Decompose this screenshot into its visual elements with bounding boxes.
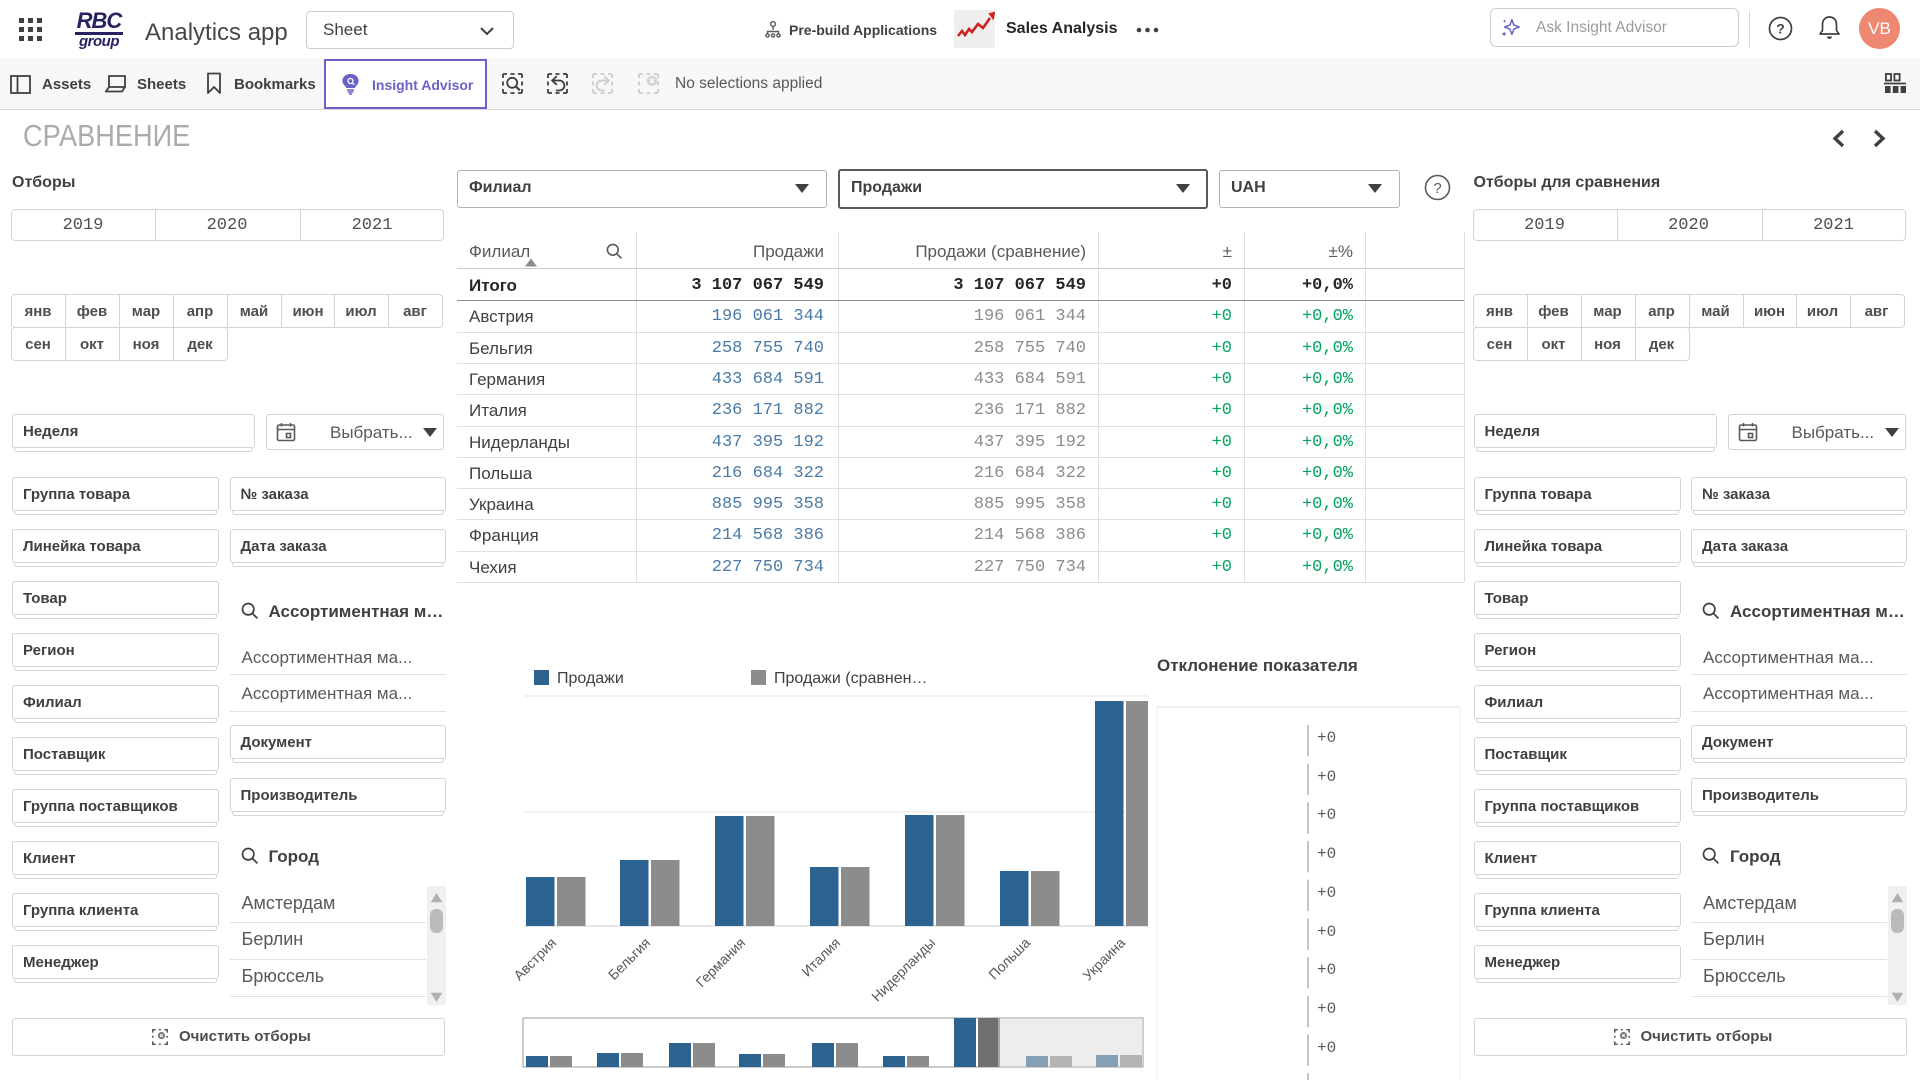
svg-text:Отклонение показателя: Отклонение показателя (1157, 656, 1358, 675)
svg-text:Нидерланды: Нидерланды (868, 934, 938, 1004)
svg-text:+0: +0 (1317, 845, 1336, 863)
svg-text:+0: +0 (1317, 806, 1336, 824)
svg-text:+0: +0 (1317, 961, 1336, 979)
svg-text:Италия: Италия (798, 934, 843, 979)
svg-text:+0: +0 (1317, 768, 1336, 786)
svg-text:+0: +0 (1317, 729, 1336, 747)
svg-text:Германия: Германия (693, 934, 749, 990)
svg-text:Продажи: Продажи (557, 670, 624, 687)
svg-text:Бельгия: Бельгия (605, 934, 653, 982)
svg-text:Украина: Украина (1079, 934, 1128, 983)
svg-text:Австрия: Австрия (510, 934, 559, 983)
svg-text:+0: +0 (1317, 884, 1336, 902)
svg-text:Польша: Польша (985, 934, 1033, 982)
svg-text:+0: +0 (1317, 1039, 1336, 1057)
svg-text:+0: +0 (1317, 923, 1336, 941)
svg-text:+0: +0 (1317, 1000, 1336, 1018)
svg-text:?: ? (1776, 21, 1785, 37)
svg-text:Продажи (сравнен…: Продажи (сравнен… (774, 670, 927, 687)
svg-text:?: ? (1433, 180, 1441, 197)
